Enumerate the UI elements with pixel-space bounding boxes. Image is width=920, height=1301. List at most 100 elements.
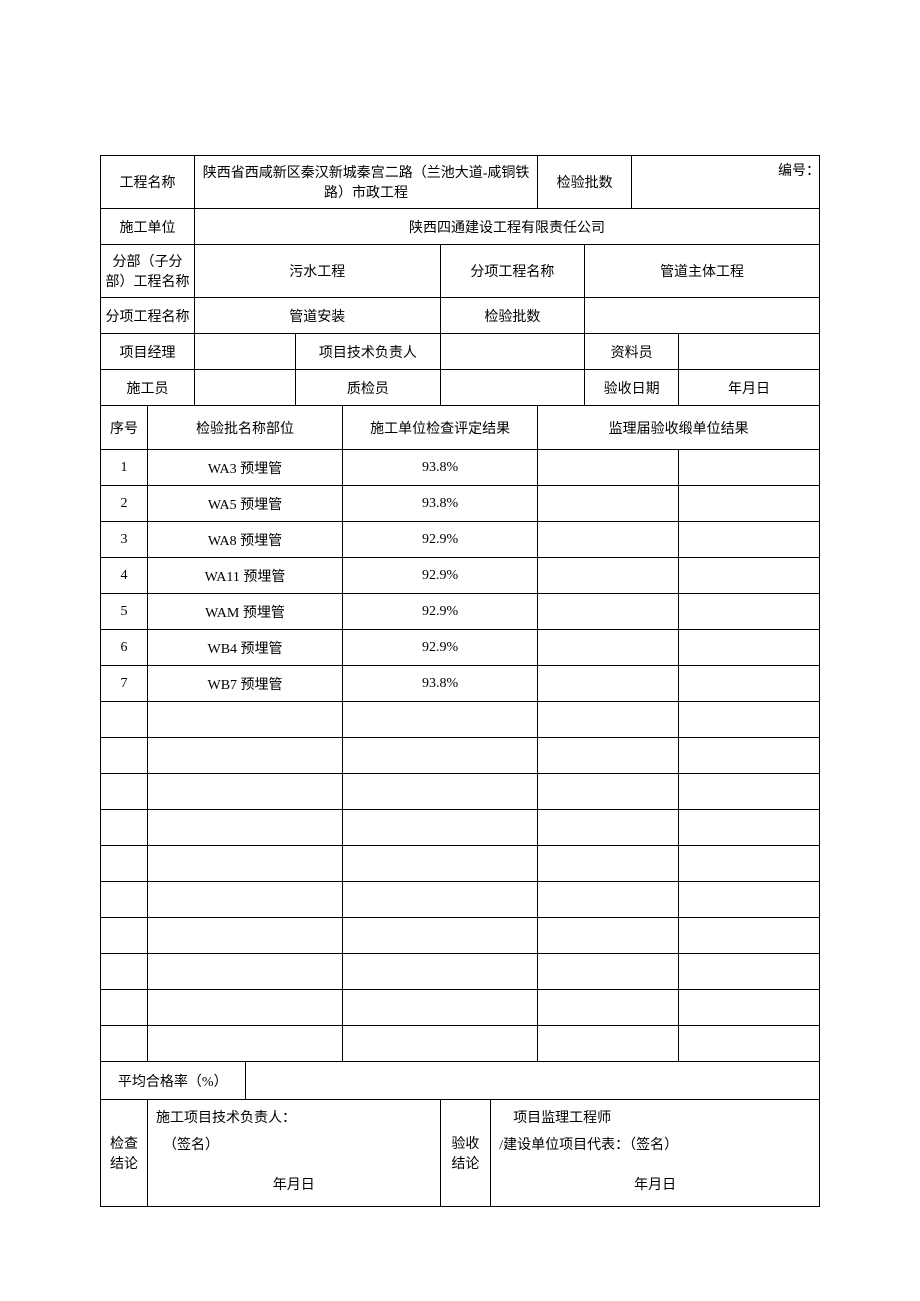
cell-seq (101, 702, 148, 738)
table-row: 4WA11 预埋管92.9% (101, 558, 820, 594)
cell-self-check (343, 954, 538, 990)
cell-seq (101, 954, 148, 990)
cell-batch-name (147, 918, 342, 954)
cell-seq (101, 738, 148, 774)
label-doc-clerk: 资料员 (585, 334, 679, 370)
cell-supervise-b (679, 558, 820, 594)
cell-self-check: 92.9% (343, 594, 538, 630)
table-row (101, 990, 820, 1026)
table-row (101, 954, 820, 990)
check-sign-line1: 施工项目技术负责人： (156, 1111, 296, 1126)
label-tech-lead: 项目技术负责人 (296, 334, 441, 370)
cell-self-check: 92.9% (343, 558, 538, 594)
cell-self-check (343, 882, 538, 918)
table-row (101, 774, 820, 810)
check-date: 年月日 (156, 1173, 432, 1200)
table-row: 3WA8 预埋管92.9% (101, 522, 820, 558)
label-check-conclusion: 检查结论 (101, 1100, 148, 1207)
cell-supervise-a (538, 738, 679, 774)
label-project-name: 工程名称 (101, 156, 195, 209)
cell-seq: 1 (101, 450, 148, 486)
value-pm (194, 334, 295, 370)
cell-batch-name (147, 1026, 342, 1062)
table-row: 2WA5 预埋管93.8% (101, 486, 820, 522)
col-batch-name: 检验批名称部位 (147, 406, 342, 450)
col-supervise: 监理届验收缎单位结果 (538, 406, 820, 450)
cell-seq: 2 (101, 486, 148, 522)
table-row: 1WA3 预埋管93.8% (101, 450, 820, 486)
table-row (101, 918, 820, 954)
cell-supervise-a (538, 594, 679, 630)
label-accept-conclusion: 验收结论 (440, 1100, 491, 1207)
cell-supervise-b (679, 666, 820, 702)
cell-supervise-b (679, 450, 820, 486)
cell-batch-name (147, 846, 342, 882)
cell-seq (101, 1026, 148, 1062)
cell-supervise-b (679, 486, 820, 522)
value-subitem-1: 管道主体工程 (585, 245, 820, 298)
value-inspect-batch-2 (585, 298, 820, 334)
cell-seq (101, 882, 148, 918)
cell-self-check: 92.9% (343, 522, 538, 558)
cell-supervise-b (679, 522, 820, 558)
cell-self-check (343, 990, 538, 1026)
cell-seq: 3 (101, 522, 148, 558)
cell-batch-name (147, 702, 342, 738)
cell-self-check (343, 738, 538, 774)
cell-self-check (343, 1026, 538, 1062)
label-builder: 施工员 (101, 370, 195, 406)
cell-batch-name: WA3 预埋管 (147, 450, 342, 486)
doc-number-label: 编号： (778, 160, 820, 180)
value-doc-clerk (679, 334, 820, 370)
cell-self-check (343, 774, 538, 810)
cell-self-check (343, 702, 538, 738)
value-division: 污水工程 (194, 245, 440, 298)
value-qc (440, 370, 585, 406)
cell-supervise-a (538, 558, 679, 594)
accept-conclusion-cell: 项目监理工程师 /建设单位项目代表：（签名） 年月日 (491, 1100, 820, 1207)
cell-batch-name (147, 738, 342, 774)
value-project-name: 陕西省西咸新区秦汉新城秦宫二路（兰池大道-咸铜铁路）市政工程 (194, 156, 537, 209)
table-row: 5WAM 预埋管92.9% (101, 594, 820, 630)
cell-batch-name: WAM 预埋管 (147, 594, 342, 630)
cell-batch-name: WB7 预埋管 (147, 666, 342, 702)
cell-seq: 6 (101, 630, 148, 666)
cell-self-check: 92.9% (343, 630, 538, 666)
cell-batch-name (147, 990, 342, 1026)
table-row (101, 810, 820, 846)
cell-supervise-a (538, 882, 679, 918)
check-conclusion-cell: 施工项目技术负责人： （签名） 年月日 (147, 1100, 440, 1207)
col-self-check: 施工单位检查评定结果 (343, 406, 538, 450)
value-builder (194, 370, 295, 406)
cell-seq: 7 (101, 666, 148, 702)
cell-self-check (343, 810, 538, 846)
cell-supervise-a (538, 810, 679, 846)
value-tech-lead (440, 334, 585, 370)
label-pm: 项目经理 (101, 334, 195, 370)
cell-batch-name: WA8 预埋管 (147, 522, 342, 558)
cell-supervise-b (679, 918, 820, 954)
cell-supervise-b (679, 594, 820, 630)
cell-supervise-a (538, 486, 679, 522)
label-pass-rate: 平均合格率（%） (101, 1062, 246, 1100)
label-subitem-1: 分项工程名称 (440, 245, 585, 298)
cell-self-check: 93.8% (343, 486, 538, 522)
cell-batch-name (147, 954, 342, 990)
cell-supervise-b (679, 954, 820, 990)
accept-date: 年月日 (499, 1173, 811, 1200)
cell-seq (101, 774, 148, 810)
cell-seq (101, 846, 148, 882)
cell-seq (101, 990, 148, 1026)
check-sign-line2: （签名） (163, 1138, 219, 1153)
cell-self-check (343, 918, 538, 954)
cell-supervise-a (538, 954, 679, 990)
cell-seq: 5 (101, 594, 148, 630)
table-row (101, 1026, 820, 1062)
cell-seq (101, 810, 148, 846)
cell-supervise-b (679, 774, 820, 810)
table-row (101, 738, 820, 774)
cell-batch-name (147, 882, 342, 918)
label-accept-date: 验收日期 (585, 370, 679, 406)
cell-self-check: 93.8% (343, 666, 538, 702)
cell-supervise-a (538, 1026, 679, 1062)
